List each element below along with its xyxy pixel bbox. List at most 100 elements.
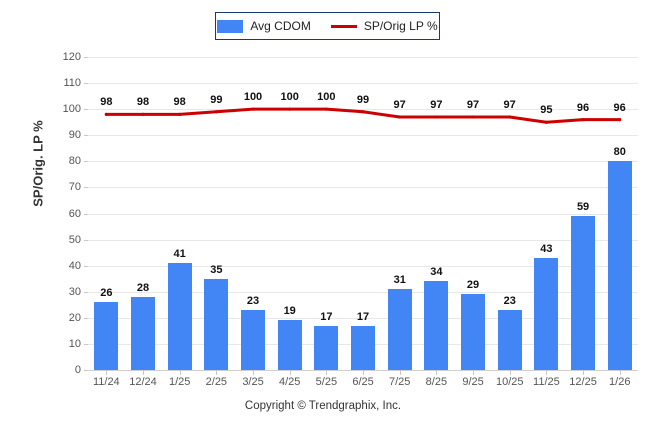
x-tick-label: 2/25 <box>205 376 228 388</box>
y-tick-mark <box>84 57 88 58</box>
y-tick-mark <box>84 135 88 137</box>
x-tick-mark <box>289 370 291 375</box>
gridline <box>88 161 638 163</box>
bar-column[interactable]: 26 <box>88 57 125 375</box>
bar-column[interactable]: 28 <box>125 57 162 375</box>
x-tick-label: 7/25 <box>389 376 411 388</box>
y-tick-label: 70 <box>68 181 81 194</box>
y-tick-mark <box>84 109 88 111</box>
x-tick-mark <box>179 370 181 375</box>
bar[interactable] <box>131 296 155 370</box>
bar[interactable] <box>204 278 229 370</box>
bar-value-label: 34 <box>430 266 443 279</box>
legend-label-sp-orig-lp: SP/Orig LP % <box>363 19 438 33</box>
line-value-label: 97 <box>466 98 480 111</box>
y-tick-mark <box>84 317 88 319</box>
bar[interactable] <box>461 294 486 370</box>
x-tick-label: 3/25 <box>242 376 264 388</box>
gridline <box>88 239 638 241</box>
bar-column[interactable]: 34 <box>418 57 455 375</box>
line-value-label: 99 <box>210 93 223 106</box>
bar[interactable] <box>387 289 412 370</box>
bar-column[interactable]: 17 <box>345 57 382 375</box>
x-tick-mark <box>363 370 365 375</box>
line-value-label: 98 <box>136 96 150 109</box>
y-tick-label: 60 <box>68 207 81 220</box>
bar[interactable] <box>94 302 119 370</box>
y-tick-label: 80 <box>68 155 81 168</box>
line-value-label: 95 <box>540 104 553 117</box>
bar[interactable] <box>167 263 192 370</box>
bar-value-label: 59 <box>576 201 590 214</box>
bar-value-label: 80 <box>613 146 626 159</box>
x-tick-mark <box>509 370 511 375</box>
bar-value-label: 23 <box>503 295 516 308</box>
y-tick-mark <box>84 239 88 241</box>
y-tick-mark <box>84 161 88 163</box>
bar-value-label: 29 <box>466 279 480 292</box>
bar[interactable] <box>314 325 339 370</box>
x-axis-labels: 11/24 12/24 1/25 2/25 3/25 4/25 5/25 6/25 7/25 8/… <box>88 376 638 388</box>
gridline <box>88 265 638 267</box>
bar[interactable] <box>534 257 559 370</box>
y-axis-title: SP/Orig. LP % <box>30 120 46 207</box>
bar[interactable] <box>424 281 449 370</box>
line-value-label: 96 <box>576 101 590 114</box>
y-tick-mark <box>84 187 88 189</box>
x-tick-label: 1/26 <box>609 376 631 388</box>
x-tick-mark <box>399 370 401 375</box>
y-tick-mark <box>84 370 88 371</box>
bar-value-label: 17 <box>356 310 370 323</box>
bar-column[interactable]: 59 <box>565 57 602 375</box>
x-tick-mark <box>216 370 218 375</box>
bar-swatch-icon <box>217 19 244 33</box>
plot-area: 0 10 20 30 40 50 60 70 80 90 100 110 120 26 28 41 35 23 1… <box>63 51 638 376</box>
bar-column[interactable]: 23 <box>491 57 528 375</box>
x-tick-label: 11/24 <box>92 376 120 388</box>
bar-value-label: 17 <box>320 310 333 323</box>
bar-column[interactable]: 29 <box>455 57 492 375</box>
y-tick-label: 110 <box>63 77 81 90</box>
bar[interactable] <box>607 161 632 370</box>
bar-value-label: 28 <box>136 281 150 294</box>
x-tick-mark <box>143 370 144 375</box>
x-tick-label: 8/25 <box>425 376 448 388</box>
bar-column[interactable]: 41 <box>161 57 198 375</box>
line-value-label: 100 <box>243 91 263 104</box>
legend-item-sp-orig-lp: SP/Orig LP % <box>330 19 438 33</box>
bar-series: 26 28 41 35 23 19 17 17 31 34 29 23 43 59 80 <box>88 57 638 375</box>
y-tick-label: 90 <box>68 129 81 142</box>
x-tick-mark <box>473 370 475 375</box>
y-tick-label: 10 <box>68 337 81 350</box>
bar[interactable] <box>277 320 302 370</box>
gridline <box>88 187 638 189</box>
bar-column[interactable]: 31 <box>381 57 418 375</box>
line-value-label: 98 <box>100 96 113 109</box>
bar[interactable] <box>497 310 522 370</box>
x-tick-mark <box>326 370 328 375</box>
bar-column[interactable]: 43 <box>528 57 565 375</box>
bar-column[interactable]: 80 <box>601 57 638 375</box>
y-tick-label: 40 <box>68 259 81 272</box>
x-tick-mark <box>436 370 438 375</box>
bar-column[interactable]: 19 <box>271 57 308 375</box>
copyright-footer: Copyright © Trendgraphix, Inc. <box>244 400 402 412</box>
bar-column[interactable]: 23 <box>235 57 272 375</box>
y-tick-label: 100 <box>62 103 81 116</box>
x-tick-label: 4/25 <box>278 376 301 388</box>
bar[interactable] <box>351 325 376 370</box>
bar-column[interactable]: 17 <box>308 57 345 375</box>
bar[interactable] <box>571 216 596 370</box>
bar-column[interactable]: 35 <box>198 57 235 375</box>
x-tick-mark <box>106 370 108 375</box>
legend-item-avg-cdom: Avg CDOM <box>217 19 311 33</box>
x-tick-mark <box>253 370 255 375</box>
line-value-label: 98 <box>173 96 186 109</box>
line-value-label: 97 <box>430 98 443 111</box>
gridline <box>88 370 638 371</box>
x-tick-mark <box>583 370 585 375</box>
bar[interactable] <box>241 310 266 370</box>
legend-label-avg-cdom: Avg CDOM <box>250 19 311 33</box>
y-tick-label: 20 <box>68 311 81 324</box>
y-tick-mark <box>84 265 88 267</box>
